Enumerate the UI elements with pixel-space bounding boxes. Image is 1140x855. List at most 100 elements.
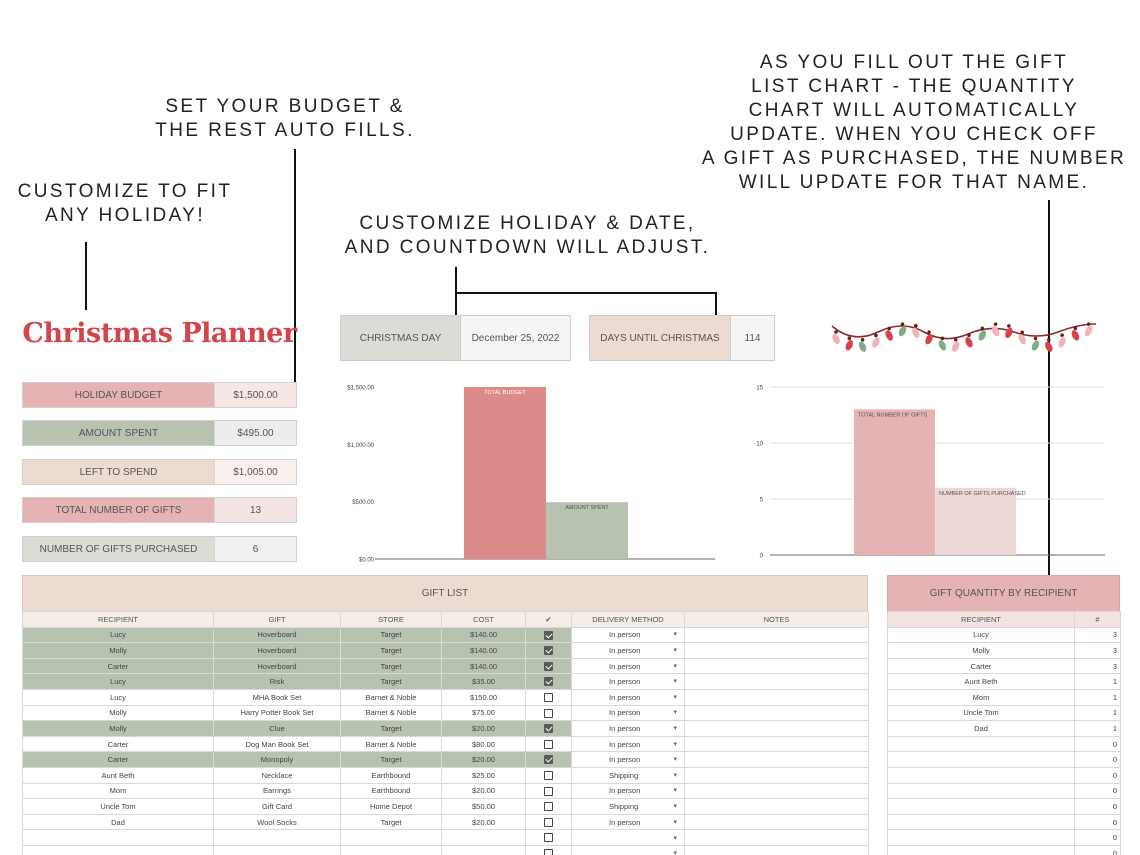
store-cell[interactable]: Target [340, 673, 442, 690]
recipient-cell[interactable] [22, 844, 214, 855]
chevron-down-icon[interactable]: ▾ [673, 709, 677, 717]
notes-cell[interactable] [684, 657, 869, 675]
chevron-down-icon[interactable]: ▾ [673, 834, 677, 842]
chevron-down-icon[interactable]: ▾ [673, 724, 677, 732]
purchased-checkbox[interactable] [544, 802, 553, 812]
gift-cell[interactable]: Hoverboard [213, 657, 341, 675]
notes-cell[interactable] [684, 626, 869, 644]
store-cell[interactable]: Target [340, 813, 442, 831]
store-cell[interactable]: Target [340, 720, 442, 737]
chevron-down-icon[interactable]: ▾ [673, 850, 677, 855]
purchased-checkbox[interactable] [544, 817, 553, 827]
purchased-checkbox[interactable] [544, 848, 553, 855]
cost-cell[interactable]: $20.00 [441, 751, 526, 768]
store-cell[interactable]: Target [340, 642, 442, 659]
recipient-cell[interactable]: Dad [22, 813, 214, 831]
delivery-dropdown[interactable]: In person ▾ [571, 688, 685, 706]
delivery-dropdown[interactable]: ▾ [571, 844, 685, 855]
cost-cell[interactable] [441, 844, 526, 855]
cost-cell[interactable]: $25.00 [441, 766, 526, 784]
store-cell[interactable]: Target [340, 751, 442, 768]
gift-cell[interactable]: Wool Socks [213, 813, 341, 831]
recipient-cell[interactable] [22, 829, 214, 846]
purchased-checkbox[interactable] [544, 770, 553, 780]
store-cell[interactable]: Earthbound [340, 766, 442, 784]
notes-cell[interactable] [684, 688, 869, 706]
store-cell[interactable] [340, 829, 442, 846]
chevron-down-icon[interactable]: ▾ [673, 771, 677, 779]
purchased-checkbox[interactable] [544, 693, 553, 703]
chevron-down-icon[interactable]: ▾ [673, 740, 677, 748]
cost-cell[interactable]: $35.00 [441, 673, 526, 690]
store-cell[interactable]: Target [340, 657, 442, 675]
gift-cell[interactable]: Dog Man Book Set [213, 735, 341, 753]
notes-cell[interactable] [684, 813, 869, 831]
gift-cell[interactable]: Hoverboard [213, 626, 341, 644]
chevron-down-icon[interactable]: ▾ [673, 818, 677, 826]
recipient-cell[interactable]: Lucy [22, 673, 214, 690]
store-cell[interactable]: Target [340, 626, 442, 644]
gift-cell[interactable]: Earrings [213, 782, 341, 800]
delivery-dropdown[interactable]: In person ▾ [571, 751, 685, 768]
notes-cell[interactable] [684, 735, 869, 753]
gift-cell[interactable]: MHA Book Set [213, 688, 341, 706]
purchased-checkbox[interactable] [544, 724, 553, 734]
notes-cell[interactable] [684, 829, 869, 846]
gift-cell[interactable]: Necklace [213, 766, 341, 784]
cost-cell[interactable]: $50.00 [441, 798, 526, 815]
cost-cell[interactable]: $20.00 [441, 813, 526, 831]
recipient-cell[interactable]: Lucy [22, 626, 214, 644]
purchased-checkbox[interactable] [544, 708, 553, 718]
notes-cell[interactable] [684, 720, 869, 737]
delivery-dropdown[interactable]: In person ▾ [571, 735, 685, 753]
delivery-dropdown[interactable]: Shipping ▾ [571, 798, 685, 815]
delivery-dropdown[interactable]: In person ▾ [571, 657, 685, 675]
notes-cell[interactable] [684, 704, 869, 722]
delivery-dropdown[interactable]: In person ▾ [571, 626, 685, 644]
cost-cell[interactable]: $75.00 [441, 704, 526, 722]
cost-cell[interactable]: $150.00 [441, 688, 526, 706]
summary-value[interactable]: $1,500.00 [214, 383, 296, 407]
chevron-down-icon[interactable]: ▾ [673, 631, 677, 639]
store-cell[interactable]: Earthbound [340, 782, 442, 800]
delivery-dropdown[interactable]: In person ▾ [571, 673, 685, 690]
recipient-cell[interactable]: Lucy [22, 688, 214, 706]
purchased-checkbox[interactable] [544, 661, 553, 671]
cost-cell[interactable]: $80.00 [441, 735, 526, 753]
notes-cell[interactable] [684, 642, 869, 659]
gift-cell[interactable]: Risk [213, 673, 341, 690]
holiday-date[interactable]: December 25, 2022 [460, 316, 570, 360]
purchased-checkbox[interactable] [544, 833, 553, 843]
cost-cell[interactable]: $140.00 [441, 642, 526, 659]
notes-cell[interactable] [684, 798, 869, 815]
recipient-cell[interactable]: Molly [22, 642, 214, 659]
delivery-dropdown[interactable]: In person ▾ [571, 642, 685, 659]
recipient-cell[interactable]: Carter [22, 751, 214, 768]
delivery-dropdown[interactable]: Shipping ▾ [571, 766, 685, 784]
chevron-down-icon[interactable]: ▾ [673, 787, 677, 795]
cost-cell[interactable]: $20.00 [441, 782, 526, 800]
gift-cell[interactable]: Monopoly [213, 751, 341, 768]
chevron-down-icon[interactable]: ▾ [673, 678, 677, 686]
holiday-name[interactable]: CHRISTMAS DAY [341, 316, 460, 360]
recipient-cell[interactable]: Carter [22, 657, 214, 675]
notes-cell[interactable] [684, 673, 869, 690]
delivery-dropdown[interactable]: In person ▾ [571, 813, 685, 831]
notes-cell[interactable] [684, 782, 869, 800]
chevron-down-icon[interactable]: ▾ [673, 662, 677, 670]
gift-cell[interactable] [213, 829, 341, 846]
purchased-checkbox[interactable] [544, 630, 553, 640]
purchased-checkbox[interactable] [544, 786, 553, 796]
recipient-cell[interactable]: Uncle Tom [22, 798, 214, 815]
cost-cell[interactable]: $140.00 [441, 657, 526, 675]
purchased-checkbox[interactable] [544, 739, 553, 749]
recipient-cell[interactable]: Mom [22, 782, 214, 800]
purchased-checkbox[interactable] [544, 677, 553, 687]
purchased-checkbox[interactable] [544, 646, 553, 656]
delivery-dropdown[interactable]: ▾ [571, 829, 685, 846]
store-cell[interactable] [340, 844, 442, 855]
notes-cell[interactable] [684, 751, 869, 768]
gift-cell[interactable]: Harry Potter Book Set [213, 704, 341, 722]
gift-cell[interactable]: Clue [213, 720, 341, 737]
cost-cell[interactable]: $20.00 [441, 720, 526, 737]
